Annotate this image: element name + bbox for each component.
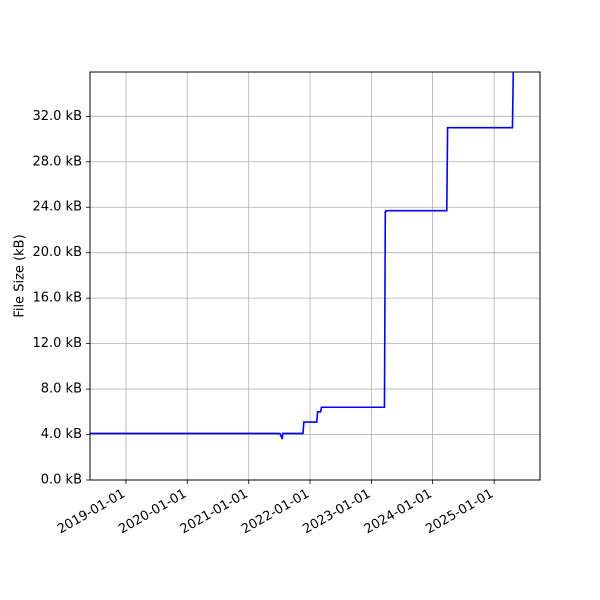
y-tick-label: 16.0 kB: [32, 291, 82, 306]
y-axis: 0.0 kB 4.0 kB 8.0 kB 12.0 kB 16.0 kB 20.0 kB 2…: [32, 109, 90, 488]
y-tick-label: 4.0 kB: [41, 427, 82, 442]
series-layer: [90, 71, 515, 440]
y-tick-label: 32.0 kB: [32, 109, 82, 124]
plot-frame: [89, 71, 541, 481]
y-tick-label: 28.0 kB: [32, 154, 82, 169]
y-tick-label: 12.0 kB: [32, 336, 82, 351]
y-axis-label: File Size (kB): [13, 234, 28, 317]
series-line: [90, 71, 515, 440]
y-tick-label: 0.0 kB: [41, 473, 82, 488]
y-tick-label: 24.0 kB: [32, 200, 82, 215]
y-tick-label: 8.0 kB: [41, 382, 82, 397]
y-tick-label: 20.0 kB: [32, 245, 82, 260]
